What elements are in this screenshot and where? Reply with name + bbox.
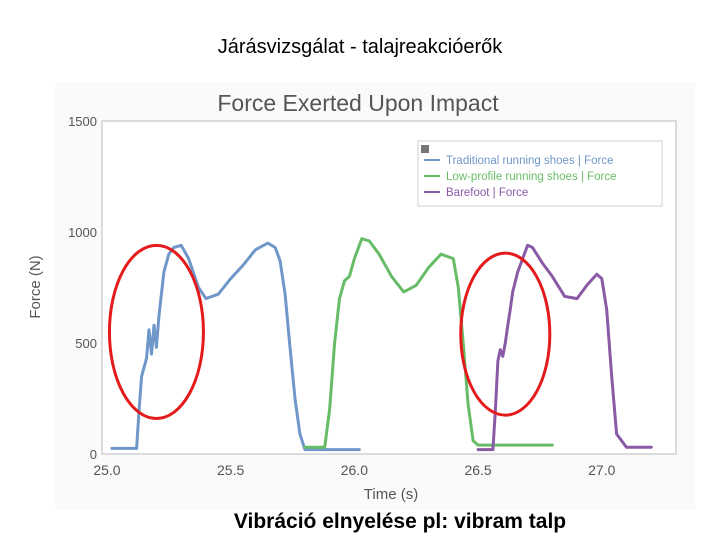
y-tick-label: 1000	[68, 225, 97, 240]
x-tick-label: 25.5	[217, 462, 244, 478]
chart-title: Force Exerted Upon Impact	[217, 90, 499, 116]
legend-label: Traditional running shoes | Force	[446, 155, 613, 167]
x-tick-label: 25.0	[93, 462, 120, 478]
series-line	[476, 243, 653, 452]
plot-border	[101, 120, 677, 455]
highlight-ellipse	[459, 251, 552, 417]
caption: Vibráció elnyelése pl: vibram talp	[233, 510, 567, 533]
y-tick-label: 0	[90, 447, 97, 462]
tick-labels: 0 500 1000 1500 25.0 25.5 26.0 26.5 27.0	[68, 114, 616, 478]
slide-title: Járásvizsgálat - talajreakcióerők	[217, 36, 503, 58]
series-lines	[110, 237, 653, 452]
x-tick-label: 26.0	[341, 462, 368, 478]
legend: Traditional running shoes | Force Low-pro…	[417, 140, 663, 207]
x-tick-label: 27.0	[588, 462, 615, 478]
legend-square-icon	[421, 145, 429, 153]
highlight-ellipse	[107, 243, 205, 420]
legend-box	[417, 140, 663, 207]
series-line	[110, 241, 361, 452]
x-tick-label: 26.5	[464, 462, 491, 478]
y-tick-label: 1500	[68, 114, 97, 129]
y-tick-label: 500	[75, 336, 97, 351]
series-line	[303, 237, 554, 449]
x-axis-label: Time (s)	[364, 486, 418, 503]
legend-label: Low-profile running shoes | Force	[446, 171, 616, 183]
annotations	[107, 243, 552, 420]
y-axis-label: Force (N)	[27, 255, 44, 318]
legend-label: Barefoot | Force	[446, 187, 528, 199]
